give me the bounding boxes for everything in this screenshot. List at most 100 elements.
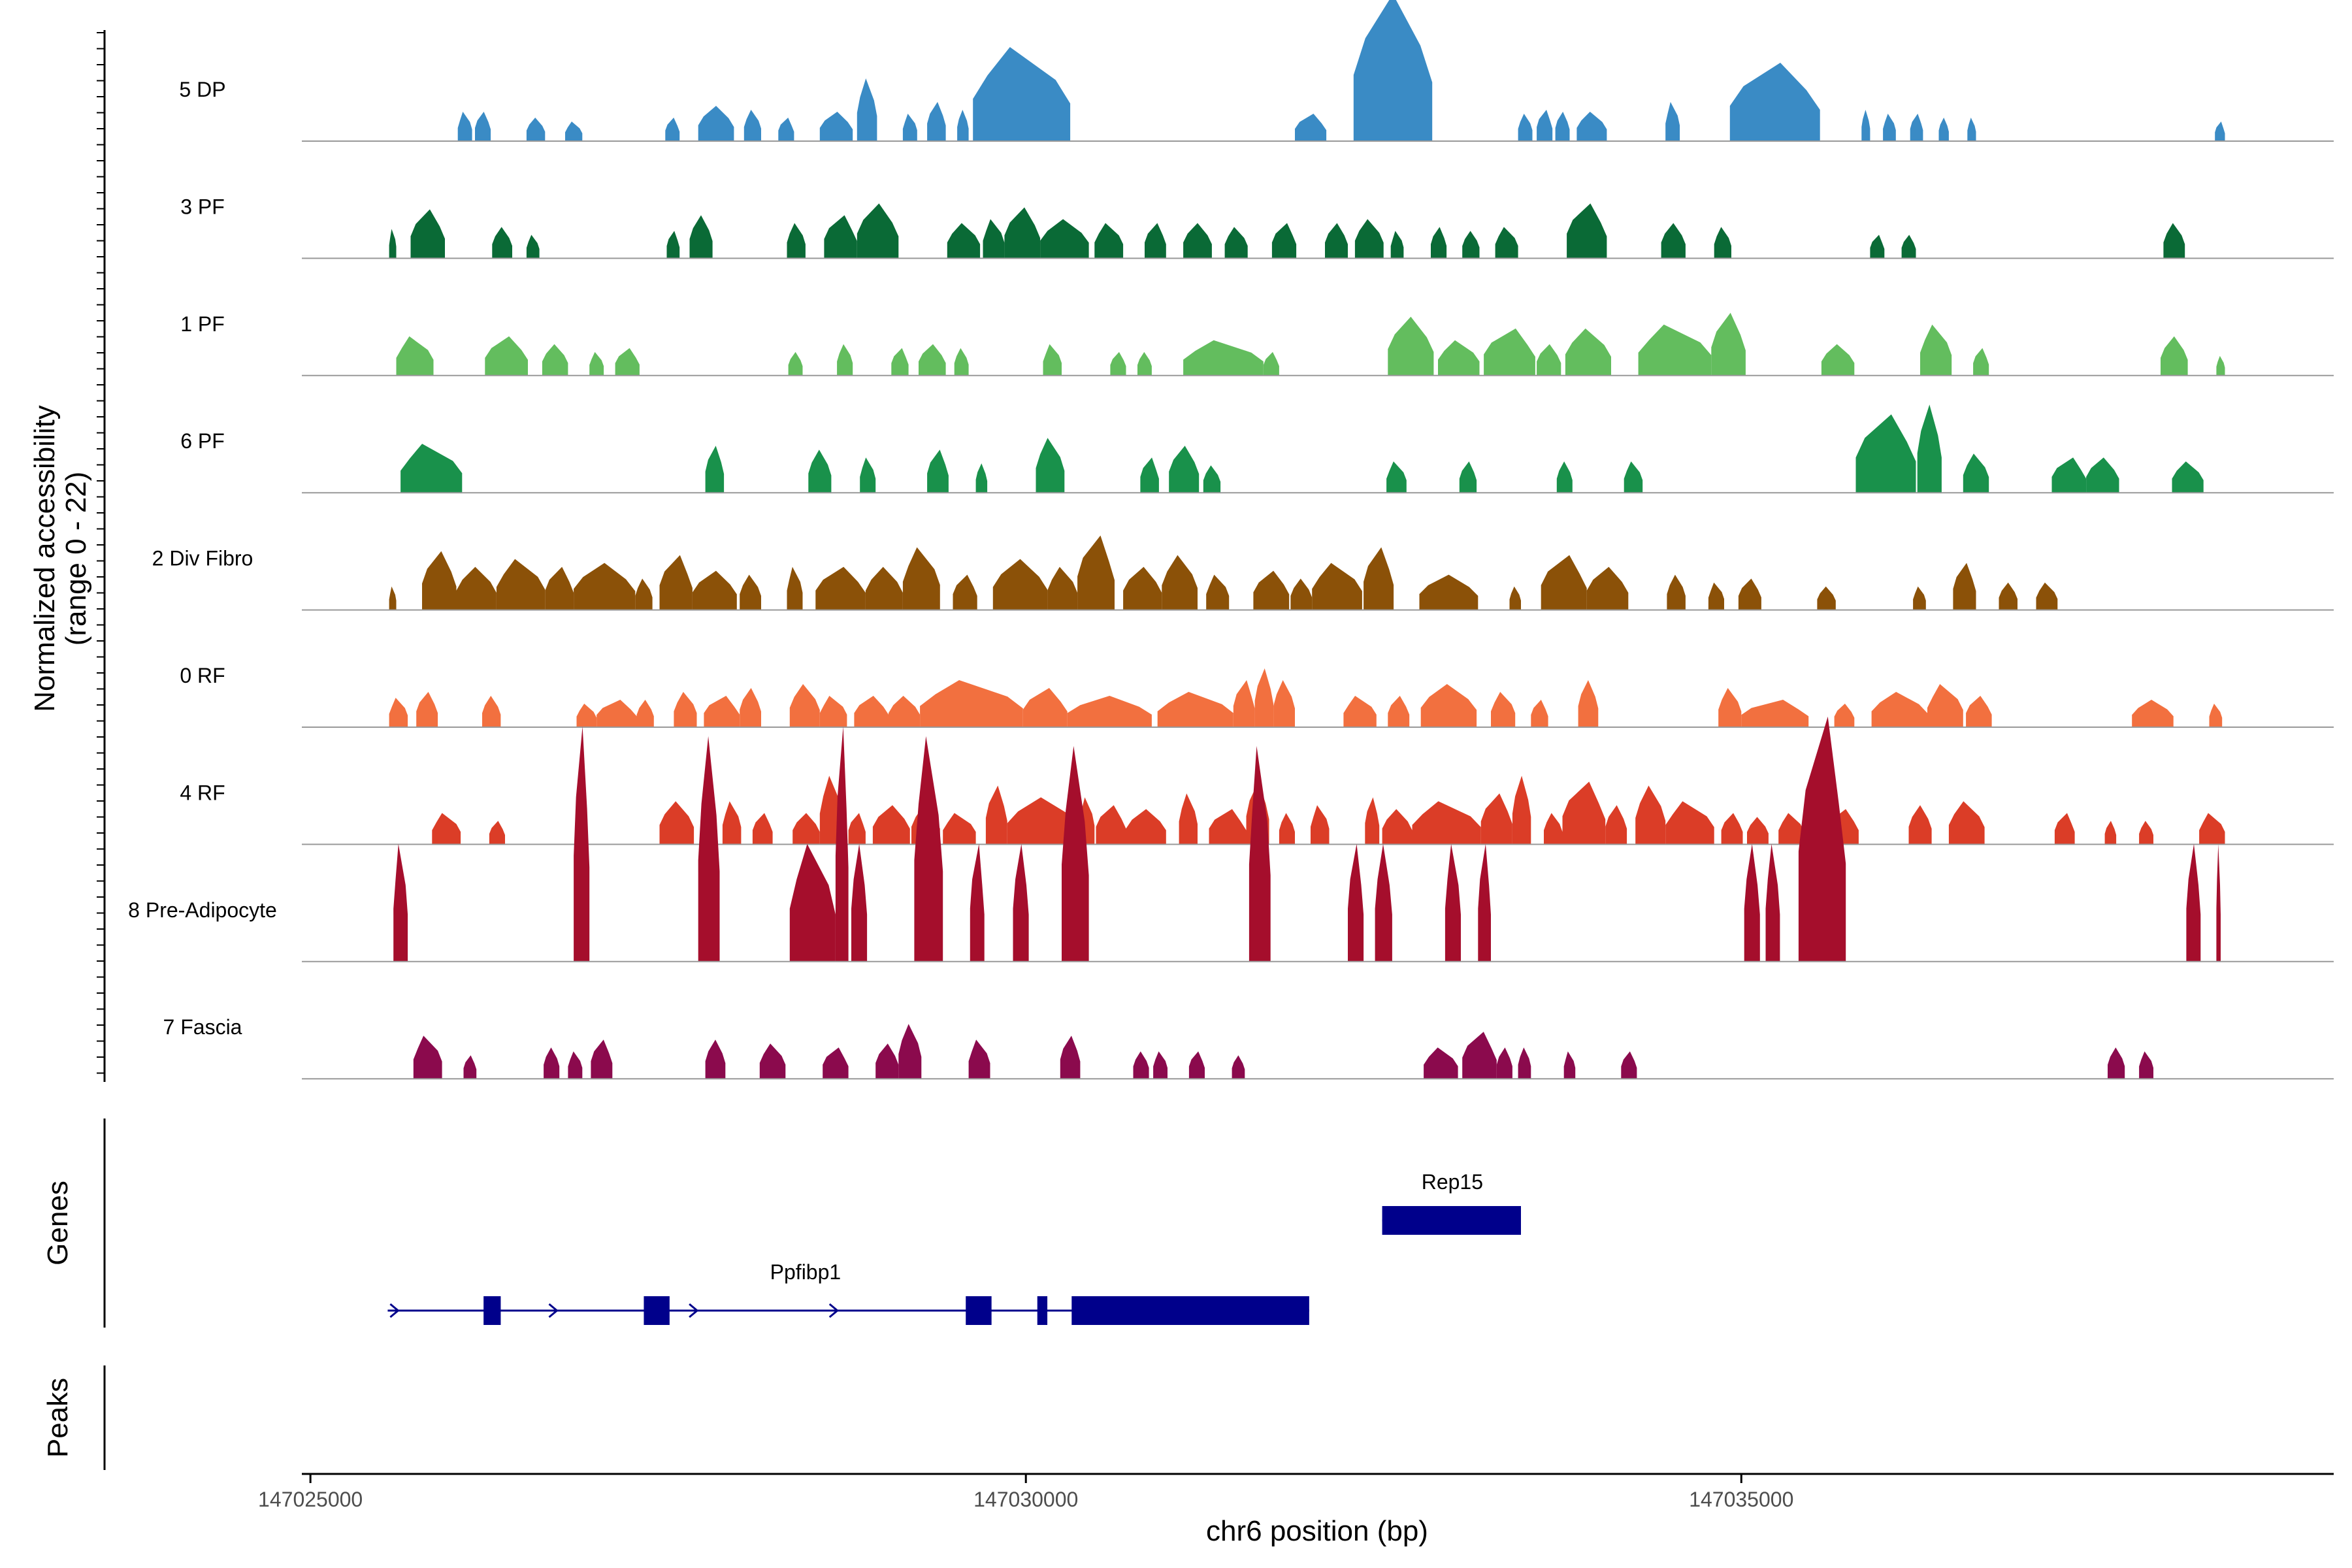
coverage-peak: [2215, 122, 2225, 141]
coverage-peak: [1348, 843, 1364, 962]
coverage-peak: [1910, 114, 1923, 141]
coverage-peak: [1480, 793, 1512, 845]
coverage-peak: [789, 843, 836, 962]
coverage-peak: [1412, 801, 1481, 845]
coverage-peak: [1462, 231, 1480, 259]
coverage-peak: [1183, 223, 1212, 259]
coverage-peak: [1133, 1051, 1149, 1079]
coverage-peak: [1126, 809, 1166, 845]
coverage-peak: [1445, 843, 1461, 962]
coverage-peak: [1153, 1051, 1168, 1079]
coverage-peak: [1917, 404, 1942, 493]
track-label: 6 PF: [180, 429, 225, 453]
coverage-peak: [526, 235, 540, 259]
coverage-peak: [389, 229, 397, 259]
coverage-peak: [1007, 797, 1079, 845]
coverage-peak: [1938, 118, 1949, 141]
coverage-peak: [968, 1039, 990, 1079]
gene-ppfibp1: Ppfibp1: [387, 1260, 1309, 1325]
coverage-peak: [835, 726, 849, 962]
coverage-peak: [1883, 114, 1896, 141]
coverage-peak: [1927, 684, 1963, 727]
coverage-peak: [698, 106, 734, 141]
coverage-peak: [1578, 680, 1599, 727]
coverage-peak: [705, 1039, 726, 1079]
coverage-peak: [1386, 461, 1407, 493]
y-axis-subtitle: (range 0 - 22): [60, 472, 92, 646]
coverage-peak: [1343, 696, 1377, 727]
coverage-peak: [475, 112, 491, 141]
coverage-peak: [589, 351, 604, 376]
coverage-peak: [1963, 453, 1989, 493]
coverage-peak: [1077, 535, 1115, 610]
coverage-peak: [1565, 328, 1611, 376]
coverage-peak: [2036, 582, 2058, 610]
coverage-peak: [659, 555, 693, 610]
coverage-peak: [1661, 223, 1686, 259]
coverage-peak: [574, 563, 636, 610]
coverage-peak: [1605, 805, 1627, 845]
track-label: 0 RF: [180, 664, 225, 687]
coverage-peak: [2186, 843, 2201, 962]
coverage-peak: [1137, 351, 1152, 376]
coverage-peak: [1747, 817, 1769, 845]
coverage-peak: [759, 1043, 786, 1079]
coverage-peak: [1798, 716, 1846, 962]
coverage-y-axis-ticks: [97, 32, 105, 1074]
coverage-peak: [957, 110, 969, 141]
coverage-peak: [1123, 566, 1162, 610]
coverage-peak: [1263, 351, 1279, 376]
coverage-peak: [1188, 1051, 1205, 1079]
coverage-peak: [2216, 355, 2225, 376]
strand-arrow-icon: [828, 1303, 840, 1318]
coverage-peak: [848, 813, 866, 845]
coverage-peak: [704, 696, 740, 727]
gene-rep15: Rep15: [1382, 1170, 1521, 1235]
coverage-peak: [1665, 801, 1714, 845]
track-1-pf: 1 PF: [180, 312, 2334, 376]
coverage-peak: [824, 215, 857, 259]
coverage-peak: [1871, 692, 1927, 727]
coverage-peak: [689, 215, 713, 259]
coverage-peak: [1388, 316, 1434, 376]
coverage-peak: [389, 698, 408, 727]
coverage-peak: [1901, 235, 1916, 259]
coverage-peak: [1273, 680, 1295, 727]
coverage-peak: [1290, 578, 1313, 610]
coverage-peak: [496, 559, 546, 610]
coverage-peak: [1040, 219, 1089, 259]
coverage-peak: [1562, 781, 1606, 845]
coverage-peak: [1224, 227, 1248, 259]
coverage-peak: [1431, 227, 1447, 259]
coverage-peak: [1738, 578, 1761, 610]
coverage-peak: [788, 351, 803, 376]
track-8-pre-adipocyte: 8 Pre-Adipocyte: [128, 716, 2334, 962]
coverage-peak: [489, 821, 505, 845]
coverage-peak: [1518, 1047, 1531, 1079]
coverage-peak: [914, 736, 943, 962]
x-tick-label: 147035000: [1689, 1488, 1793, 1511]
coverage-peak: [1382, 809, 1413, 845]
coverage-peak: [898, 1024, 922, 1079]
coverage-peak: [1567, 203, 1607, 259]
coverage-peak: [1537, 344, 1561, 376]
coverage-peak: [1179, 793, 1198, 845]
coverage-peak: [416, 692, 438, 727]
track-6-pf: 6 PF: [180, 404, 2334, 494]
coverage-peak: [1312, 563, 1362, 610]
coverage-peak: [396, 336, 434, 376]
coverage-peak: [1908, 805, 1932, 845]
coverage-peak: [1365, 797, 1380, 845]
coverage-peak: [1509, 586, 1521, 610]
coverage-peak: [1169, 446, 1200, 493]
peaks-panel-label: Peaks: [42, 1378, 74, 1458]
coverage-peak: [576, 704, 597, 727]
coverage-peak: [2104, 821, 2117, 845]
coverage-peak: [2132, 700, 2174, 727]
coverage-peak: [1817, 586, 1836, 610]
coverage-peak: [1311, 805, 1330, 845]
coverage-peak: [615, 348, 640, 376]
coverage-peak: [1375, 843, 1392, 962]
coverage-peak: [1209, 809, 1247, 845]
coverage-peak: [1496, 1047, 1512, 1079]
